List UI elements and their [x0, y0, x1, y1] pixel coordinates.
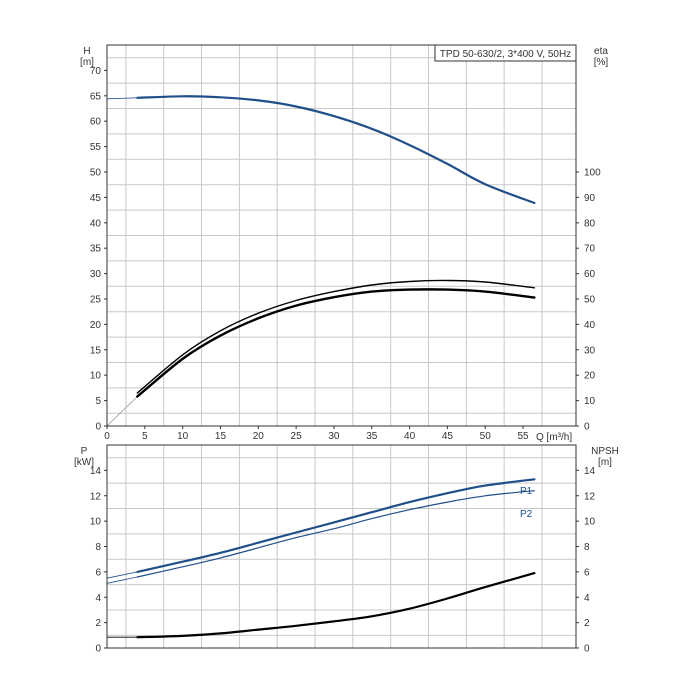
head-efficiency-panel: 0510152025303540455055606570010203040506… [80, 44, 609, 443]
top-left-tick-label: 40 [90, 218, 102, 229]
top-right-tick-label: 70 [584, 244, 596, 255]
bottom-left-tick-label: 6 [95, 567, 101, 578]
top-left-tick-label: 25 [90, 295, 102, 306]
bottom-curve-extension [106, 576, 138, 584]
bottom-series-line-0 [136, 478, 536, 573]
top-left-tick-label: 70 [90, 66, 102, 77]
x-tick-label: 40 [404, 431, 416, 442]
top-series-line-2 [136, 288, 536, 398]
top-right-tick-label: 50 [584, 295, 596, 306]
x-tick-label: 55 [517, 431, 529, 442]
top-left-tick-label: 55 [90, 142, 102, 153]
top-right-tick-label: 10 [584, 396, 596, 407]
top-left-tick-label: 20 [90, 320, 102, 331]
top-right-tick-label: 0 [584, 422, 590, 433]
bottom-right-tick-label: 12 [584, 491, 596, 502]
bottom-left-tick-label: 8 [95, 542, 101, 553]
x-tick-label: 35 [366, 431, 378, 442]
power-npsh-panel: 0 2 4 6 8 10 12 14 0 2 4 6 8 10 12 14 P [kW] NPSH [m] P… [74, 444, 619, 655]
bottom-right-tick-label: 6 [584, 567, 590, 578]
bottom-series-line-2 [136, 572, 536, 639]
top-left-tick-label: 10 [90, 371, 102, 382]
x-tick-label: 15 [215, 431, 227, 442]
top-left-tick-label: 50 [90, 168, 102, 179]
top-right-tick-label: 100 [584, 168, 601, 179]
x-tick-label: 0 [104, 431, 110, 442]
bottom-left-tick-label: 14 [90, 466, 102, 477]
top-left-axis-label: H [83, 46, 90, 57]
top-right-tick-label: 80 [584, 218, 596, 229]
top-series-line-1 [136, 279, 536, 394]
top-tick-labels: 0510152025303540455055606570010203040506… [90, 66, 601, 442]
top-curve-extension [106, 97, 138, 100]
bottom-plot-frame [106, 444, 577, 649]
top-right-tick-label: 90 [584, 193, 596, 204]
top-right-axis-label: eta [594, 46, 608, 57]
top-left-tick-label: 30 [90, 269, 102, 280]
bottom-right-axis-label: NPSH [591, 446, 619, 457]
top-left-tick-label: 45 [90, 193, 102, 204]
top-grid [107, 45, 576, 426]
top-series-line-0 [136, 95, 536, 205]
bottom-left-tick-label: 0 [95, 644, 101, 655]
bottom-right-tick-label: 0 [584, 644, 590, 655]
x-tick-label: 25 [291, 431, 303, 442]
series-label-p2: P2 [520, 509, 533, 520]
x-tick-label: 45 [442, 431, 454, 442]
x-tick-label: 5 [142, 431, 148, 442]
top-right-tick-label: 40 [584, 320, 596, 331]
bottom-left-tick-label: 10 [90, 517, 102, 528]
bottom-left-tick-label: 4 [95, 593, 101, 604]
x-axis-label: Q [m³/h] [536, 432, 572, 443]
bottom-left-axis-label: P [81, 446, 88, 457]
top-right-axis-unit: [%] [594, 57, 609, 68]
top-plot-frame [106, 44, 577, 427]
x-tick-label: 10 [177, 431, 189, 442]
bottom-right-axis-unit: [m] [598, 457, 612, 468]
bottom-left-axis-unit: [kW] [74, 457, 94, 468]
bottom-left-tick-label: 12 [90, 491, 102, 502]
top-left-tick-label: 15 [90, 345, 102, 356]
bottom-grid [107, 445, 576, 648]
series-label-p1: P1 [520, 486, 533, 497]
chart-title: TPD 50-630/2, 3*400 V, 50Hz [440, 49, 571, 60]
top-left-tick-label: 0 [95, 422, 101, 433]
top-right-tick-label: 30 [584, 345, 596, 356]
bottom-right-tick-label: 8 [584, 542, 590, 553]
bottom-curve-extension [106, 571, 138, 579]
bottom-series-line-1 [136, 490, 535, 578]
top-left-axis-unit: [m] [80, 57, 94, 68]
top-left-tick-label: 35 [90, 244, 102, 255]
top-right-tick-label: 60 [584, 269, 596, 280]
chart-title-box [434, 44, 577, 62]
top-curve-extension [106, 396, 138, 427]
x-tick-label: 30 [328, 431, 340, 442]
x-tick-label: 20 [253, 431, 265, 442]
bottom-tick-labels: 0 2 4 6 8 10 12 14 0 2 4 6 8 10 12 14 [90, 466, 596, 655]
x-tick-label: 50 [480, 431, 492, 442]
bottom-right-tick-label: 4 [584, 593, 590, 604]
bottom-right-tick-label: 2 [584, 618, 590, 629]
top-curves [106, 95, 536, 427]
top-left-tick-label: 5 [95, 396, 101, 407]
bottom-left-tick-label: 2 [95, 618, 101, 629]
top-right-tick-label: 20 [584, 371, 596, 382]
bottom-right-tick-label: 10 [584, 517, 596, 528]
bottom-curves [106, 478, 536, 639]
bottom-right-tick-label: 14 [584, 466, 596, 477]
top-left-tick-label: 65 [90, 91, 102, 102]
top-left-tick-label: 60 [90, 117, 102, 128]
